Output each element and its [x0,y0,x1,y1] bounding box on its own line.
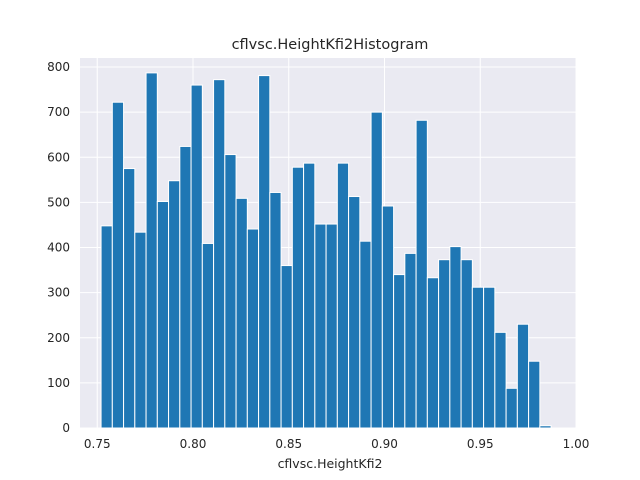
y-tick-label: 200 [47,331,70,345]
histogram-bar [111,101,125,429]
histogram-bar [404,252,417,429]
histogram-bar [460,259,473,429]
histogram-bar [190,84,203,429]
histogram-bar [494,331,507,429]
histogram-bar [291,166,305,429]
histogram-bar [201,242,215,429]
histogram-bar [483,286,496,429]
histogram-bar [156,200,170,429]
histogram-bar [213,79,226,429]
histogram-bar [393,274,406,429]
y-tick-label: 0 [62,421,70,435]
histogram-bar [370,111,383,429]
histogram-bar [528,360,541,429]
x-tick-label: 0.85 [275,437,302,451]
chart-title: cflvsc.HeightKfi2Histogram [232,37,429,53]
histogram-bar [426,277,440,429]
histogram-bar [516,323,530,429]
histogram-bar [269,191,282,429]
histogram-bar [168,180,181,429]
x-tick-label: 1.00 [563,437,590,451]
y-tick-label: 500 [47,195,70,209]
histogram-bar [348,196,361,429]
histogram-bar [179,145,192,429]
histogram-bar [449,246,462,429]
histogram-bar [471,286,485,429]
y-tick-label: 800 [47,60,70,74]
y-tick-label: 100 [47,376,70,390]
histogram-bar [145,72,158,429]
histogram-bar [258,75,271,429]
y-tick-label: 300 [47,286,70,300]
histogram-bar [359,240,372,429]
x-tick-label: 0.75 [84,437,111,451]
histogram-bar [336,162,350,429]
y-tick-label: 700 [47,105,70,119]
x-axis-label: cflvsc.HeightKfi2 [278,456,383,471]
histogram-bar [314,223,327,429]
histogram-bar [235,197,248,429]
histogram-bar [246,228,260,429]
y-tick-label: 400 [47,241,70,255]
y-tick-labels: 0 100 200 300 400 500 600 700 800 [47,60,70,435]
x-tick-label: 0.90 [371,437,398,451]
histogram-bar [303,162,316,429]
histogram-bar [123,168,136,429]
x-tick-label: 0.95 [467,437,494,451]
histogram-bar [325,223,338,429]
histogram-bar [438,259,451,429]
histogram-bar [381,205,395,429]
histogram-bar [415,119,428,429]
histogram-bar [134,231,147,429]
x-tick-label: 0.80 [180,437,207,451]
histogram-bar [100,225,113,429]
histogram-bar [280,265,293,429]
x-tick-labels: 0.75 0.80 0.85 0.90 0.95 1.00 [84,437,589,451]
bars [100,72,552,429]
histogram-bar [224,154,237,429]
y-tick-label: 600 [47,150,70,164]
histogram-bar [539,425,552,429]
histogram-bar [505,387,518,429]
